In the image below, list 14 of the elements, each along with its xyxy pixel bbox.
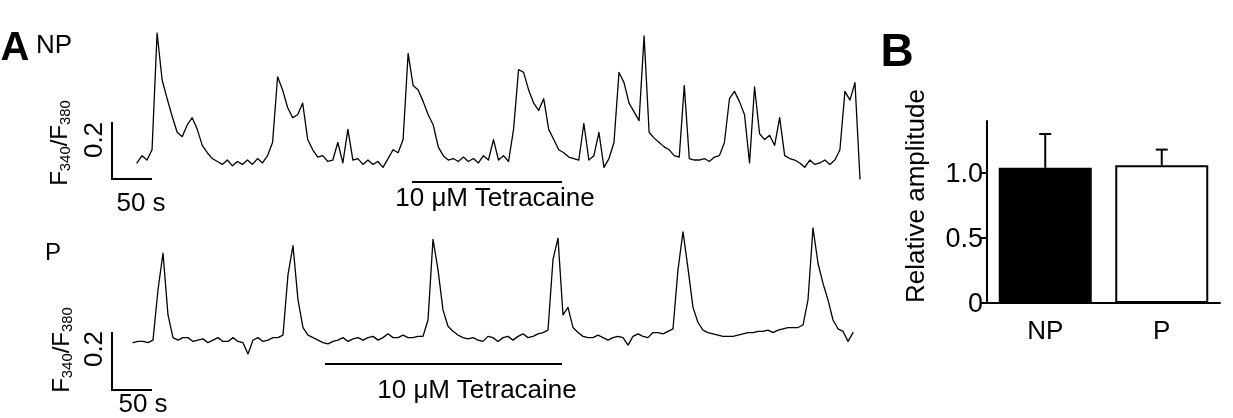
chart-title: P xyxy=(44,238,62,265)
text: B xyxy=(880,24,914,76)
y-axis-title: Relative amplitude xyxy=(900,89,930,303)
text: 0.2 xyxy=(78,330,108,368)
chart-title: NP xyxy=(35,29,73,59)
text: 50 s xyxy=(116,187,166,217)
text: 50 s xyxy=(118,388,168,418)
text: 0.2 xyxy=(78,121,108,159)
y-tick-label: 0.5 xyxy=(945,223,983,253)
text: 10 μM Tetracaine xyxy=(395,182,595,212)
text: A xyxy=(0,24,30,68)
y-tick-label: 1.0 xyxy=(945,158,983,188)
y-tick-label: 0 xyxy=(967,288,983,318)
text: 10 μM Tetracaine xyxy=(377,374,577,404)
